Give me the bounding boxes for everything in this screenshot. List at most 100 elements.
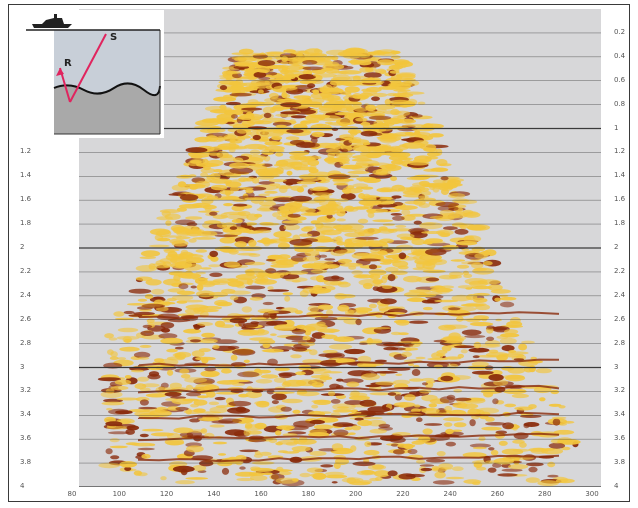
wavelet bbox=[185, 216, 203, 220]
wavelet bbox=[302, 60, 318, 65]
wavelet bbox=[421, 231, 445, 234]
wavelet bbox=[466, 294, 478, 301]
wavelet bbox=[382, 285, 393, 289]
wavelet bbox=[424, 238, 443, 244]
wavelet bbox=[212, 344, 220, 349]
wavelet bbox=[428, 133, 444, 138]
wavelet bbox=[446, 394, 456, 400]
wavelet bbox=[512, 439, 525, 444]
wavelet bbox=[166, 348, 178, 353]
wavelet bbox=[493, 457, 514, 465]
wavelet bbox=[246, 213, 259, 221]
wavelet bbox=[550, 389, 559, 395]
wavelet bbox=[140, 250, 161, 257]
wavelet bbox=[134, 383, 147, 390]
wavelet bbox=[229, 186, 240, 192]
wavelet bbox=[304, 250, 320, 257]
wavelet bbox=[332, 409, 354, 413]
wavelet bbox=[331, 152, 356, 156]
wavelet bbox=[298, 74, 316, 80]
wavelet bbox=[105, 421, 123, 427]
wavelet bbox=[320, 87, 344, 95]
wavelet bbox=[229, 92, 252, 97]
wavelet bbox=[387, 392, 397, 396]
ray-path bbox=[69, 33, 107, 103]
wavelet bbox=[375, 104, 396, 110]
wavelet bbox=[390, 176, 397, 182]
wavelet bbox=[405, 473, 425, 478]
wavelet bbox=[375, 476, 383, 481]
wavelet bbox=[382, 144, 392, 150]
wavelet bbox=[269, 92, 279, 99]
wavelet bbox=[425, 277, 440, 282]
wavelet bbox=[435, 201, 460, 207]
wavelet bbox=[198, 280, 221, 286]
wavelet bbox=[427, 357, 449, 361]
wavelet bbox=[206, 372, 218, 377]
time-tick-label: 0.4 bbox=[614, 51, 626, 60]
wavelet bbox=[285, 270, 309, 275]
wavelet bbox=[558, 422, 567, 426]
source-label: S bbox=[110, 32, 118, 43]
wavelet bbox=[221, 467, 230, 475]
wavelet bbox=[506, 321, 523, 328]
wavelet bbox=[383, 342, 405, 347]
wavelet bbox=[268, 179, 287, 183]
wavelet bbox=[201, 332, 215, 338]
wavelet bbox=[315, 226, 334, 233]
wavelet bbox=[114, 379, 132, 386]
wavelet bbox=[400, 61, 407, 69]
wavelet bbox=[271, 149, 285, 153]
wavelet bbox=[451, 466, 464, 472]
wavelet bbox=[548, 442, 566, 449]
wavelet bbox=[406, 298, 422, 302]
wavelet bbox=[200, 411, 222, 414]
wavelet bbox=[289, 208, 298, 212]
wavelet bbox=[296, 389, 308, 395]
wavelet bbox=[499, 337, 517, 345]
wavelet bbox=[254, 400, 270, 406]
wavelet bbox=[443, 226, 458, 231]
wavelet bbox=[359, 66, 374, 73]
wavelet bbox=[485, 417, 495, 422]
wavelet bbox=[218, 80, 239, 85]
wavelet bbox=[179, 432, 194, 438]
wavelet bbox=[264, 190, 278, 194]
wavelet bbox=[215, 405, 230, 408]
wavelet bbox=[237, 228, 250, 233]
wavelet bbox=[367, 51, 386, 56]
wavelet bbox=[167, 369, 174, 376]
wavelet bbox=[423, 423, 443, 426]
wavelet bbox=[466, 318, 481, 323]
wavelet bbox=[432, 480, 455, 485]
wavelet bbox=[460, 349, 468, 354]
wavelet bbox=[408, 363, 414, 366]
wavelet bbox=[234, 56, 247, 62]
wavelet bbox=[430, 167, 449, 172]
wavelet bbox=[418, 408, 435, 412]
wavelet bbox=[236, 477, 255, 482]
wavelet bbox=[409, 228, 425, 236]
time-tick-label: 0.8 bbox=[614, 99, 626, 108]
wavelet bbox=[275, 75, 285, 82]
wavelet bbox=[487, 284, 503, 291]
wavelet bbox=[271, 135, 283, 141]
wavelet bbox=[307, 83, 316, 89]
wavelet bbox=[487, 467, 497, 473]
wavelet bbox=[383, 117, 404, 125]
wavelet bbox=[171, 294, 194, 301]
wavelet bbox=[178, 228, 202, 233]
wavelet bbox=[291, 347, 308, 352]
wavelet bbox=[463, 273, 473, 278]
wavelet bbox=[390, 213, 402, 216]
wavelet bbox=[323, 102, 335, 108]
wavelet bbox=[213, 339, 238, 344]
wavelet bbox=[190, 285, 197, 289]
wavelet bbox=[200, 172, 209, 178]
trace-tick-label: 140 bbox=[207, 490, 221, 498]
wavelet bbox=[324, 264, 340, 269]
wavelet bbox=[363, 203, 374, 209]
wavelet bbox=[286, 170, 293, 176]
wavelet bbox=[391, 228, 412, 232]
wavelet bbox=[342, 82, 352, 85]
